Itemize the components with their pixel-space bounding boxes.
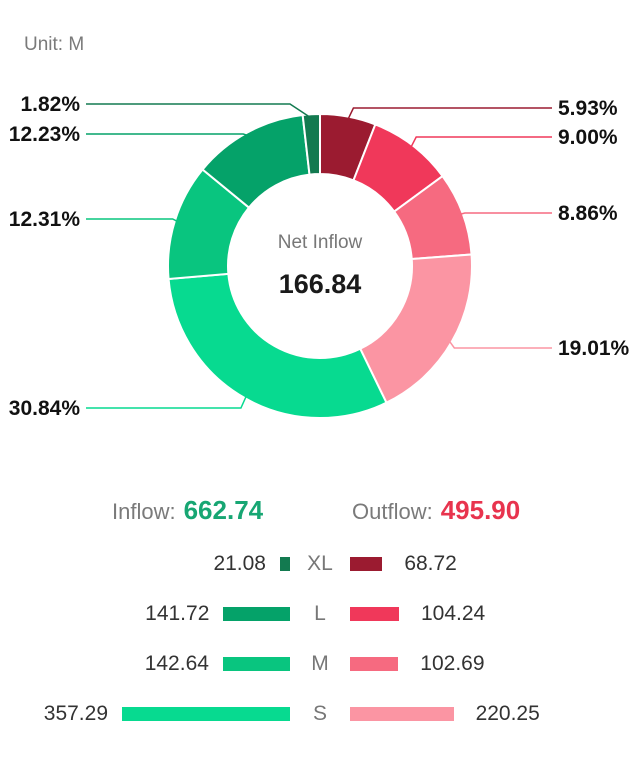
slice-percent-label: 19.01% — [558, 337, 630, 360]
inflow-bar-s — [122, 707, 290, 721]
flow-row-xl: 21.08 XL 68.72 — [0, 548, 640, 582]
center-label: Net Inflow — [278, 232, 363, 253]
outflow-value-s: 220.25 — [475, 702, 540, 725]
leader-line-inflow-xl — [86, 103, 312, 119]
outflow-bar-l — [350, 607, 399, 621]
inflow-bar-m — [222, 657, 290, 671]
totals-summary: Inflow: 662.74 Outflow: 495.90 — [0, 495, 640, 529]
category-label-xl: XL — [307, 552, 333, 575]
inflow-value-xl: 21.08 — [213, 552, 266, 575]
outflow-bar-m — [350, 657, 399, 671]
unit-label: Unit: M — [24, 34, 85, 55]
leader-line-outflow-m — [458, 212, 552, 216]
flow-row-m: 142.64 M 102.69 — [0, 648, 640, 682]
outflow-total-label: Outflow: — [352, 499, 433, 524]
flow-row-s: 357.29 S 220.25 — [0, 698, 640, 732]
inflow-value-l: 141.72 — [145, 602, 210, 625]
center-value: 166.84 — [279, 269, 362, 299]
leader-line-inflow-m — [86, 218, 180, 223]
slice-percent-label: 8.86% — [558, 202, 618, 225]
inflow-bar-xl — [280, 557, 290, 571]
inflow-value-s: 357.29 — [43, 702, 108, 725]
inflow-value-m: 142.64 — [144, 652, 209, 675]
leader-line-outflow-s — [447, 339, 552, 349]
slice-percent-label: 9.00% — [558, 126, 618, 149]
leader-line-inflow-l — [86, 133, 250, 137]
slice-percent-label: 1.82% — [20, 93, 80, 116]
inflow-total-label: Inflow: — [112, 499, 176, 524]
leader-line-outflow-l — [409, 136, 552, 150]
outflow-bar-s — [350, 707, 454, 721]
leader-line-inflow-s — [86, 394, 248, 409]
slice-percent-label: 12.31% — [9, 208, 81, 231]
slice-percent-label: 5.93% — [558, 97, 618, 120]
donut-chart: 5.93% 9.00% 8.86% 19.01% 30.84% 12.31% 12.23% 1… — [9, 93, 630, 420]
outflow-bar-xl — [350, 557, 383, 571]
slice-percent-label: 30.84% — [9, 397, 81, 420]
flow-row-l: 141.72 L 104.24 — [0, 598, 640, 632]
category-label-l: L — [314, 602, 326, 625]
leader-line-outflow-xl — [346, 107, 552, 121]
slice-percent-label: 12.23% — [9, 123, 81, 146]
donut-slice-outflow-s — [358, 253, 473, 405]
outflow-value-l: 104.24 — [421, 602, 486, 625]
inflow-total: Inflow: 662.74 — [112, 495, 263, 526]
inflow-bar-l — [223, 607, 290, 621]
inflow-total-value: 662.74 — [183, 495, 264, 525]
outflow-total-value: 495.90 — [440, 495, 521, 525]
donut-slice-inflow-s — [167, 272, 388, 419]
donut-slice-inflow-xl — [301, 112, 321, 176]
category-label-m: M — [311, 652, 329, 675]
category-label-s: S — [312, 702, 327, 725]
outflow-total: Outflow: 495.90 — [352, 495, 520, 526]
outflow-value-m: 102.69 — [420, 652, 485, 675]
outflow-value-xl: 68.72 — [404, 552, 457, 575]
